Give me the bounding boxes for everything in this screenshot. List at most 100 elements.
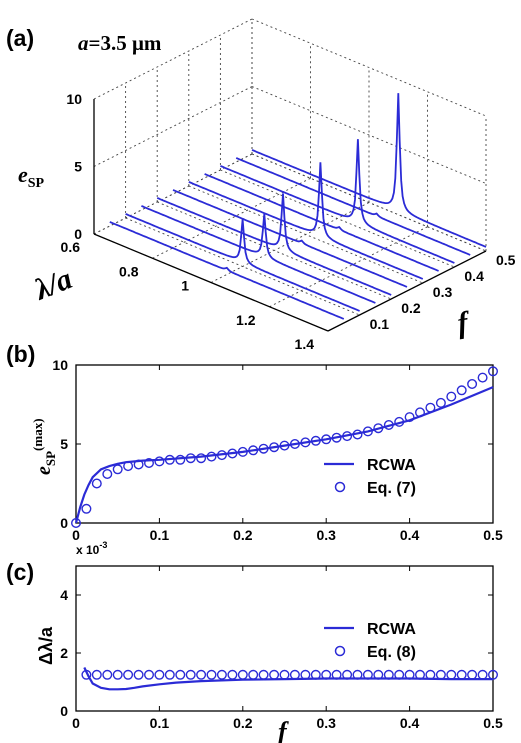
c-marker-7 [154, 669, 165, 680]
b-marker-28 [362, 426, 373, 437]
b-marker-36 [446, 391, 457, 402]
c-marker-13 [216, 669, 227, 680]
a-curve-2 [141, 205, 376, 304]
b-marker-7 [143, 458, 154, 469]
b-marker-35 [435, 397, 446, 408]
b-marker-25 [331, 432, 342, 443]
b-y-tick-1: 5 [60, 436, 68, 452]
c-marker-37 [467, 669, 478, 680]
b-x-tick-3: 0.3 [316, 527, 336, 543]
c-marker-35 [446, 669, 457, 680]
b-marker-2 [91, 478, 102, 489]
b-marker-17 [248, 445, 259, 456]
c-marker-22 [310, 669, 321, 680]
c-marker-31 [404, 669, 415, 680]
panel-c-y-label: Δλ/a [36, 626, 56, 665]
c-marker-18 [269, 669, 280, 680]
panel-b-ticks: 0 0.1 0.2 0.3 0.4 0.5 0 5 10 [52, 357, 503, 543]
b-marker-6 [133, 459, 144, 470]
a-y-tick-0: 0.1 [370, 316, 390, 332]
legend-b-marker-label: Eq. (7) [367, 480, 416, 497]
b-marker-13 [206, 451, 217, 462]
c-marker-10 [185, 669, 196, 680]
b-marker-23 [310, 435, 321, 446]
c-marker-2 [102, 669, 113, 680]
b-marker-26 [342, 431, 353, 442]
panel-a-y-label: f [455, 305, 472, 339]
b-marker-19 [269, 442, 280, 453]
b-marker-1 [81, 503, 92, 514]
b-marker-29 [373, 423, 384, 434]
b-marker-11 [185, 453, 196, 464]
b-ylabel-sub: SP [43, 451, 58, 466]
a-curve-9 [251, 93, 487, 248]
panel-c-ticks: 0 0.1 0.2 0.3 0.4 0.5 0 2 4 [60, 566, 503, 731]
legend-b-marker-swatch [334, 481, 346, 493]
c-marker-3 [112, 669, 123, 680]
panel-b-series [70, 366, 499, 529]
b-marker-40 [488, 366, 499, 377]
a-curve-7 [220, 139, 455, 264]
c-marker-17 [258, 669, 269, 680]
grid-a-back-h-2 [251, 18, 487, 117]
legend-c-marker-label: Eq. (8) [367, 644, 416, 661]
c-y-tick-0: 0 [60, 703, 68, 719]
b-marker-24 [321, 434, 332, 445]
c-marker-30 [394, 669, 405, 680]
annotation-symbol: a [78, 31, 89, 55]
c-marker-0 [81, 669, 92, 680]
legend-b-line-label: RCWA [367, 457, 416, 474]
b-marker-4 [112, 464, 123, 475]
b-marker-3 [102, 469, 113, 480]
c-marker-1 [91, 669, 102, 680]
c-marker-25 [342, 669, 353, 680]
b-marker-9 [164, 454, 175, 465]
b-marker-8 [154, 456, 165, 467]
grid-a-floor-x-0 [93, 153, 253, 235]
panel-a-curves [109, 93, 487, 320]
c-marker-38 [477, 669, 488, 680]
b-marker-31 [394, 416, 405, 427]
b-marker-32 [404, 412, 415, 423]
a-curve-3 [156, 193, 392, 296]
b-x-tick-5: 0.5 [483, 527, 503, 543]
panel-c-plot-area [75, 565, 494, 712]
grid-a-floor-y-4 [220, 169, 455, 268]
legend-c-marker-swatch [334, 645, 346, 657]
b-y-tick-2: 10 [52, 357, 68, 373]
c-x-tick-2: 0.2 [233, 715, 253, 731]
c-marker-28 [373, 669, 384, 680]
panel-a-letter: (a) [6, 25, 34, 51]
c-x-tick-0: 0 [72, 715, 80, 731]
panel-a-axes-box [93, 99, 487, 332]
c-y-tick-2: 4 [60, 587, 68, 603]
b-x-tick-0: 0 [72, 527, 80, 543]
b-marker-12 [196, 453, 207, 464]
c-y-tick-1: 2 [60, 645, 68, 661]
c-marker-21 [300, 669, 311, 680]
b-marker-15 [227, 448, 238, 459]
multiplier-exp: -3 [99, 540, 107, 550]
c-marker-6 [143, 669, 154, 680]
a-y-tick-2: 0.3 [433, 284, 453, 300]
panel-c-x-label: f [278, 717, 289, 743]
b-marker-34 [425, 402, 436, 413]
panel-a-z-label: eSP [18, 162, 45, 191]
panel-a: (a) a=3.5 μm 05100.60.811.21.40.10.20.30… [6, 18, 516, 352]
panel-a-ticks: 0 5 10 0.6 0.8 1 1.2 1.4 0.1 0.2 0.3 0.4 0.5 [61, 91, 516, 352]
grid-a-floor-y-5 [251, 153, 487, 252]
legend-c-line-label: RCWA [367, 621, 416, 638]
grid-a-floor-y-1 [125, 217, 360, 316]
a-z-tick-2: 10 [66, 91, 82, 107]
b-marker-27 [352, 429, 363, 440]
a-y-tick-4: 0.5 [496, 252, 516, 268]
b-marker-38 [467, 379, 478, 390]
panel-c: (c) x 10-3 0 0.1 0.2 0.3 0.4 0.5 0 2 4 Δλ/a f RC… [6, 540, 503, 743]
grid-a-floor-y-3 [188, 185, 423, 284]
a-curve-8 [235, 157, 471, 256]
b-marker-33 [415, 407, 426, 418]
b-x-tick-2: 0.2 [233, 527, 253, 543]
c-marker-12 [206, 669, 217, 680]
b-marker-37 [456, 385, 467, 396]
panel-b-y-label: eSP(max) [30, 418, 58, 475]
